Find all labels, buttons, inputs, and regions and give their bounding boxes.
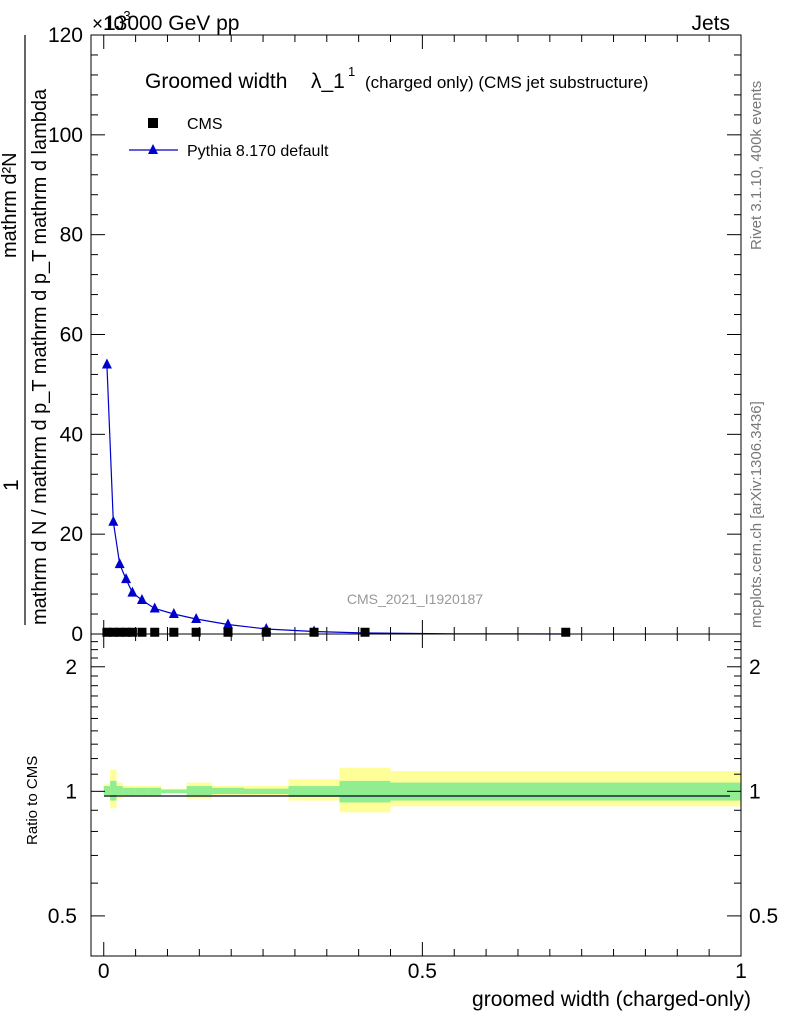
cms-point: [561, 627, 571, 637]
pythia-point: [223, 618, 234, 629]
rivet-label: Rivet 3.1.10, 400k events: [748, 81, 765, 250]
legend-label-pythia: Pythia 8.170 default: [187, 143, 329, 160]
pythia-line: [106, 364, 566, 635]
cms-point: [191, 627, 201, 637]
stat-uncertainty-band: [390, 782, 741, 801]
cms-point: [169, 627, 179, 637]
stat-uncertainty-band: [243, 788, 289, 795]
pythia-point: [101, 358, 112, 369]
ratio-y-tick-label: 1: [65, 780, 77, 803]
stat-uncertainty-band: [103, 786, 111, 795]
y-tick-label: 80: [60, 224, 83, 247]
main-y-axis-label: 1 mathrm d N / mathrm d p_T mathrm d p_T…: [0, 35, 51, 625]
cms-point: [223, 627, 233, 637]
stat-uncertainty-band: [288, 786, 340, 797]
ratio-y-tick-label: 0.5: [48, 905, 77, 928]
watermark: CMS_2021_I1920187: [347, 591, 483, 607]
y-tick-label: 120: [48, 24, 83, 47]
y-multiplier: ×10 -3: [92, 8, 131, 35]
pythia-point: [191, 613, 202, 624]
cms-point: [261, 627, 271, 637]
ratio-y-tick-label: 2: [65, 656, 77, 679]
x-tick-label: 0: [98, 960, 110, 983]
stat-uncertainty-band: [212, 787, 244, 795]
main-panel: 0 20 40 60 80 100 120 CMS_2021_I1920187 Groome…: [0, 24, 742, 646]
main-series: [101, 358, 571, 637]
ratio-y-tick-label-right: 2: [749, 656, 761, 679]
ratio-y-label: Ratio to CMS: [24, 756, 41, 845]
y-tick-label: 20: [60, 523, 83, 546]
ratio-x-ticks: 0 0.5 1: [98, 634, 747, 983]
x-axis-label: groomed width (charged-only): [472, 988, 751, 1011]
header-process: Jets: [691, 12, 730, 35]
legend: CMS Pythia 8.170 default: [129, 116, 329, 160]
ratio-frame: [90, 633, 742, 957]
cms-point: [127, 627, 137, 637]
legend-label-cms: CMS: [187, 116, 223, 133]
stat-uncertainty-band: [161, 789, 187, 794]
ylabel-numerator: 1: [0, 479, 23, 491]
stat-uncertainty-band: [116, 786, 123, 795]
multiplier-exponent: -3: [119, 8, 131, 23]
cms-point: [360, 627, 370, 637]
cms-point: [115, 627, 125, 637]
y-tick-label: 100: [48, 124, 83, 147]
ratio-y-tick-label-right: 1: [749, 780, 761, 803]
x-tick-label: 0.5: [408, 960, 437, 983]
stat-uncertainty-band: [135, 787, 149, 795]
y-tick-label: 60: [60, 324, 83, 347]
mcplots-label: mcplots.cern.ch [arXiv:1306.3436]: [748, 401, 765, 628]
x-tick-label: 1: [735, 960, 747, 983]
stat-uncertainty-band: [110, 780, 117, 801]
ylabel-denominator: mathrm d N / mathrm d p_T mathrm d p_T m…: [29, 88, 51, 625]
ratio-y-ticks: 0.5 0.5 1 1 2 2: [48, 641, 778, 957]
main-x-ticks: [103, 35, 742, 634]
cms-point: [102, 627, 112, 637]
main-y-ticks: 0 20 40 60 80 100 120: [48, 24, 741, 646]
pythia-point: [114, 558, 125, 569]
ratio-y-tick-label-right: 0.5: [749, 905, 778, 928]
stat-uncertainty-band: [122, 787, 136, 795]
multiplier-base: ×10: [92, 14, 124, 35]
cms-point: [309, 627, 319, 637]
ratio-bands: [103, 767, 741, 813]
plot-title-main: Groomed width: [145, 70, 287, 93]
ratio-panel: 0.5 0.51 12 2 0 0.5 1 Ratio to CMS groomed wi…: [24, 633, 778, 1011]
cms-point: [108, 627, 118, 637]
plot-title-suffix: (charged only) (CMS jet substructure): [365, 73, 648, 92]
pythia-point: [136, 594, 147, 605]
plot-title-sup: 1: [348, 64, 355, 79]
stat-uncertainty-band: [186, 786, 213, 795]
cms-point: [121, 627, 131, 637]
cms-point: [150, 627, 160, 637]
legend-marker-cms: [148, 118, 158, 128]
stat-uncertainty-band: [148, 787, 162, 795]
stat-uncertainty-band: [339, 780, 391, 803]
legend-marker-pythia: [148, 144, 158, 154]
pythia-point: [127, 586, 138, 597]
pythia-point: [149, 602, 160, 613]
header-energy: 13000 GeV pp: [104, 12, 239, 35]
pythia-point: [168, 608, 179, 619]
y-tick-label: 40: [60, 423, 83, 446]
ylabel-top: mathrm d²N: [0, 152, 21, 258]
pythia-point: [108, 515, 119, 526]
pythia-point: [121, 573, 132, 584]
plot-title-lambda: λ_1: [311, 70, 345, 93]
y-tick-label: 0: [71, 623, 83, 646]
cms-point: [137, 627, 147, 637]
